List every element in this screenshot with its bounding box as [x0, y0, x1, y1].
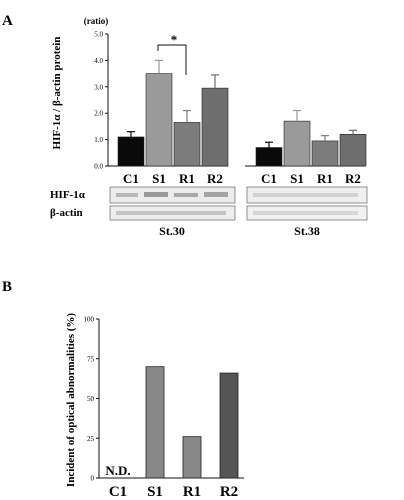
panel-b-y-axis-label: Incident of optical abnormalities (%) [65, 313, 77, 487]
panel-a-y-tick-label: 3.0 [94, 83, 103, 91]
bar-st30-s1 [145, 73, 173, 167]
blot-band [253, 193, 358, 197]
panel-a-letter: A [2, 13, 13, 29]
panel-b-category-label: C1 [109, 484, 127, 500]
bar-incidence-r1 [182, 436, 202, 479]
blot-band [174, 193, 198, 197]
panel-a-y-tick-label: 2.0 [94, 110, 103, 118]
panel-a-category-label: S1 [290, 171, 304, 186]
panel-b-category-label: R1 [183, 484, 201, 500]
panel-a-category-label: S1 [152, 171, 166, 186]
panel-a-category-label: C1 [261, 171, 277, 186]
panel-a-category-label: R2 [207, 171, 223, 186]
panel-a-category-label: C1 [123, 171, 139, 186]
blot-label-beta-actin: β-actin [50, 207, 83, 219]
panel-b-category-label: S1 [147, 484, 163, 500]
stage-label-st30: St.30 [159, 224, 185, 238]
bar-incidence-r2 [219, 372, 239, 479]
blot-band [144, 192, 168, 197]
panel-a-y-tick-label: 4.0 [94, 57, 103, 65]
bar-st38-r1 [311, 140, 339, 167]
panel-a-chart: HIF-1α / β-actin protein (ratio) 0.0 1.0 2… [50, 16, 368, 238]
bar-st30-c1 [117, 136, 145, 167]
bar-st30-r2 [201, 87, 229, 167]
blot-st30-hif1a [109, 186, 236, 204]
panel-a-category-label: R2 [345, 171, 361, 186]
panel-a-y-unit-label: (ratio) [84, 16, 109, 26]
blot-label-hif1a: HIF-1α [50, 189, 86, 201]
panel-a-y-tick-label: 0.0 [94, 163, 103, 171]
panel-b-chart: Incident of optical abnormalities (%) 0 2… [65, 313, 244, 500]
blot-band [204, 192, 228, 197]
bar-st30-r1 [173, 122, 201, 167]
significance-marker: * [171, 32, 178, 47]
blot-st30 [109, 186, 236, 221]
blot-band [116, 211, 226, 215]
panel-b-y-tick-label: 50 [87, 395, 95, 403]
panel-b-y-tick-label: 100 [84, 316, 95, 324]
panel-b-y-tick-label: 25 [87, 435, 95, 443]
panel-a-y-tick-label: 5.0 [94, 31, 103, 39]
panel-b-y-tick-label: 75 [87, 355, 95, 363]
panel-b-category-label: R2 [220, 484, 238, 500]
blot-st38 [246, 186, 368, 221]
bar-st38-r2 [339, 134, 367, 167]
blot-band [116, 193, 138, 197]
bar-st38-s1 [283, 120, 311, 167]
panel-b-letter: B [2, 279, 12, 295]
panel-a-category-label: R1 [317, 171, 333, 186]
panel-b-y-tick-label: 0 [91, 475, 95, 483]
bar-incidence-s1 [145, 366, 165, 479]
panel-a-y-axis-label: HIF-1α / β-actin protein [51, 37, 63, 150]
stage-label-st38: St.38 [294, 224, 320, 238]
not-detected-label: N.D. [105, 463, 130, 478]
panel-a-y-tick-label: 1.0 [94, 136, 103, 144]
blot-band [253, 211, 358, 215]
bar-st38-c1 [255, 147, 283, 167]
panel-a-category-label: R1 [179, 171, 195, 186]
